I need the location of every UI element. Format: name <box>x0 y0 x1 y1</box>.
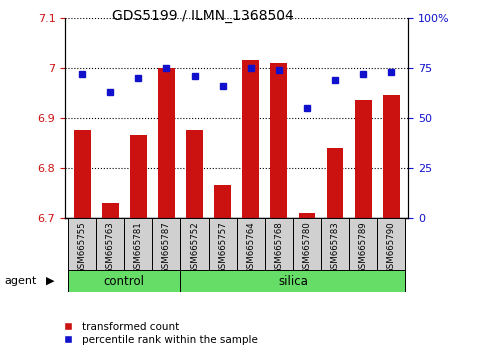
Bar <box>293 218 321 271</box>
Bar <box>327 148 343 218</box>
Bar <box>377 218 405 271</box>
Bar <box>321 218 349 271</box>
Bar <box>209 218 237 271</box>
Bar <box>124 218 152 271</box>
Bar <box>96 218 124 271</box>
Text: GSM665757: GSM665757 <box>218 222 227 274</box>
Bar <box>73 130 90 218</box>
Text: GSM665763: GSM665763 <box>106 222 114 274</box>
Legend: transformed count, percentile rank within the sample: transformed count, percentile rank withi… <box>54 317 262 349</box>
Bar <box>298 213 315 218</box>
Text: GDS5199 / ILMN_1368504: GDS5199 / ILMN_1368504 <box>112 9 294 23</box>
Text: GSM665787: GSM665787 <box>162 222 171 274</box>
Text: control: control <box>104 275 145 287</box>
Bar <box>265 218 293 271</box>
Bar <box>152 218 181 271</box>
Text: ▶: ▶ <box>46 276 55 286</box>
Text: GSM665783: GSM665783 <box>330 222 340 274</box>
Bar <box>68 270 181 292</box>
Text: GSM665752: GSM665752 <box>190 222 199 274</box>
Bar <box>186 130 203 218</box>
Bar <box>383 95 400 218</box>
Text: GSM665781: GSM665781 <box>134 222 143 274</box>
Bar <box>181 218 209 271</box>
Bar <box>68 218 96 271</box>
Text: GSM665790: GSM665790 <box>387 222 396 274</box>
Bar <box>242 60 259 218</box>
Bar <box>355 100 371 218</box>
Bar <box>158 68 175 218</box>
Bar <box>349 218 377 271</box>
Text: silica: silica <box>278 275 308 287</box>
Text: GSM665764: GSM665764 <box>246 222 255 274</box>
Bar <box>270 63 287 218</box>
Text: GSM665755: GSM665755 <box>78 222 86 274</box>
Bar <box>130 135 147 218</box>
Bar <box>181 270 405 292</box>
Bar <box>214 185 231 218</box>
Bar <box>237 218 265 271</box>
Bar <box>102 203 119 218</box>
Text: agent: agent <box>5 276 37 286</box>
Text: GSM665780: GSM665780 <box>302 222 312 274</box>
Text: GSM665768: GSM665768 <box>274 222 284 274</box>
Text: GSM665789: GSM665789 <box>359 222 368 274</box>
